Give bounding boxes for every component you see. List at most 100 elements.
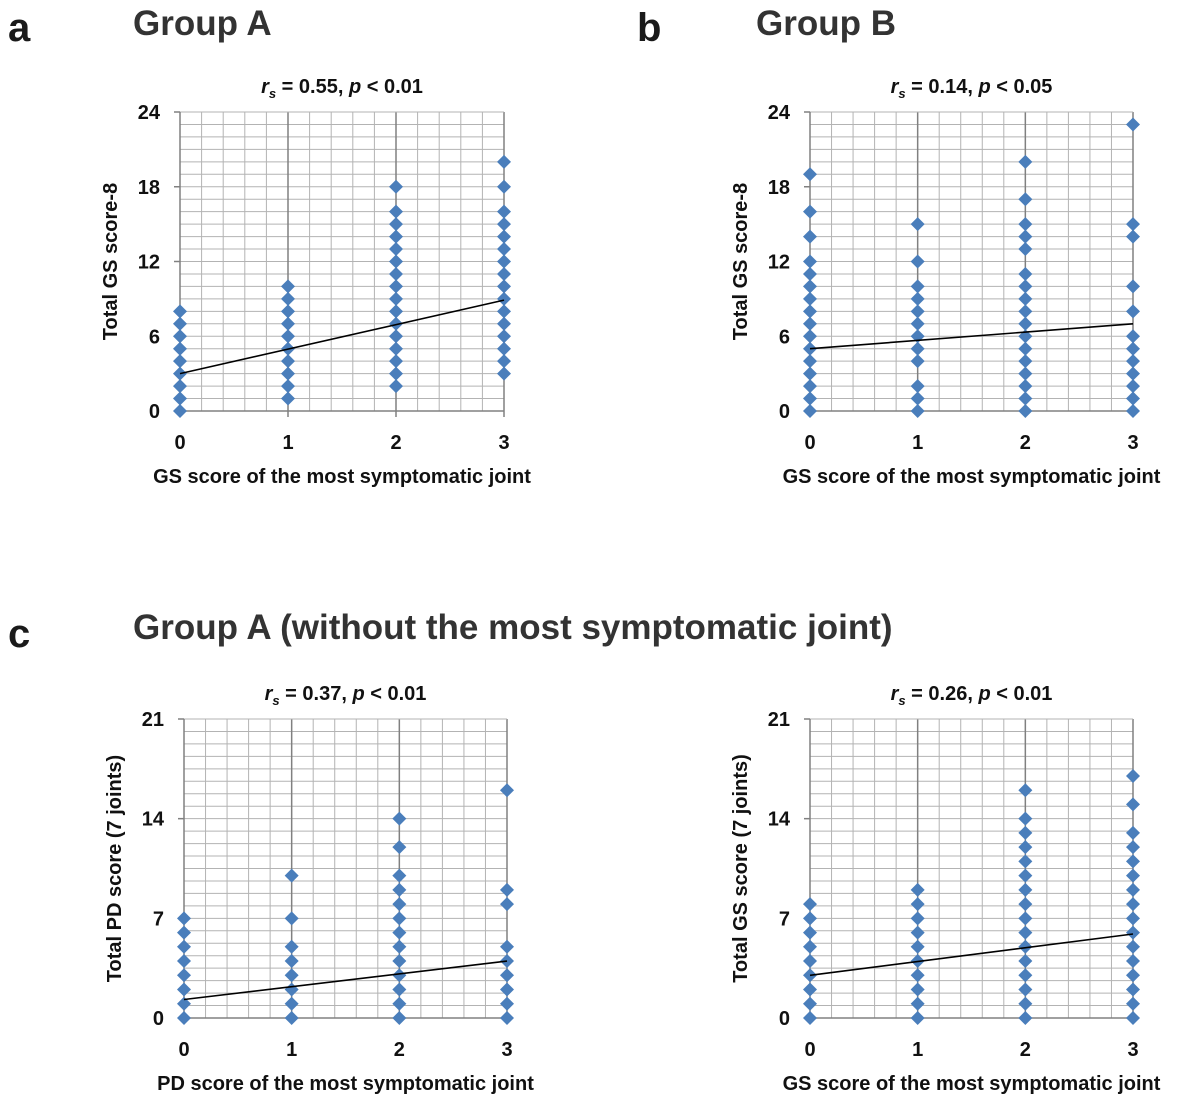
data-point: [910, 996, 925, 1011]
y-axis-label: Total GS score-8: [730, 183, 752, 340]
trend-line: [809, 322, 1134, 350]
data-point: [1126, 304, 1140, 319]
data-point: [1018, 968, 1033, 983]
stat-p-value: < 0.01: [361, 76, 423, 98]
data-point: [177, 954, 191, 969]
data-point: [497, 366, 511, 381]
data-point: [1018, 217, 1033, 232]
data-point: [1126, 925, 1140, 940]
data-point: [910, 291, 925, 306]
data-point: [910, 982, 925, 997]
data-point: [910, 316, 925, 331]
data-point: [284, 911, 299, 926]
data-point: [1018, 811, 1033, 826]
data-point: [803, 204, 817, 219]
data-points: [177, 783, 514, 1025]
data-point: [284, 982, 299, 997]
data-point: [1126, 229, 1140, 244]
data-point: [389, 204, 403, 219]
data-point: [1126, 117, 1140, 132]
data-point: [803, 897, 817, 912]
data-point: [803, 167, 817, 182]
y-tick-label: 0: [149, 401, 160, 423]
y-tick-label: 24: [768, 102, 791, 124]
data-point: [910, 279, 925, 294]
correlation-annotation: rs = 0.37, p < 0.01: [265, 683, 427, 708]
data-point: [1018, 868, 1033, 883]
data-point: [389, 366, 403, 381]
gridlines: [810, 718, 1134, 1018]
data-points: [803, 117, 1140, 418]
x-axis-label: GS score of the most symptomatic joint: [783, 466, 1161, 488]
x-tick-label: 0: [178, 1039, 189, 1061]
y-tick-label: 18: [768, 177, 790, 199]
data-point: [910, 1011, 925, 1025]
data-point: [392, 996, 407, 1011]
data-point: [173, 404, 187, 418]
trend-line: [183, 960, 508, 1001]
data-point: [1126, 354, 1140, 369]
group-c-title: Group A (without the most symptomatic jo…: [133, 608, 893, 647]
data-point: [1018, 825, 1033, 840]
data-point: [389, 254, 403, 269]
data-point: [389, 179, 403, 194]
data-point: [389, 379, 403, 394]
data-point: [177, 982, 191, 997]
y-tick-label: 12: [138, 252, 160, 274]
data-point: [497, 254, 511, 269]
x-tick-label: 1: [912, 432, 923, 454]
data-point: [173, 329, 187, 344]
data-point: [173, 391, 187, 406]
x-tick-label: 3: [498, 432, 509, 454]
stat-subscript: s: [269, 86, 276, 101]
stat-p-value: < 0.05: [991, 76, 1053, 98]
stat-r: r: [265, 683, 274, 705]
gridlines: [810, 111, 1134, 411]
x-tick-label: 3: [1127, 432, 1138, 454]
data-point: [281, 279, 295, 294]
data-point: [1018, 341, 1033, 356]
panel-label-c: c: [8, 612, 31, 656]
data-point: [1126, 954, 1140, 969]
data-point: [1126, 882, 1140, 897]
data-point: [1126, 391, 1140, 406]
data-point: [1018, 279, 1033, 294]
data-point: [173, 304, 187, 319]
data-point: [1018, 366, 1033, 381]
data-point: [500, 783, 514, 798]
stat-p-value: < 0.01: [365, 683, 427, 705]
data-point: [284, 939, 299, 954]
data-point: [910, 217, 925, 232]
data-point: [1018, 379, 1033, 394]
data-point: [497, 304, 511, 319]
y-tick-label: 0: [779, 401, 790, 423]
y-tick-label: 0: [779, 1008, 790, 1030]
data-point: [392, 868, 407, 883]
data-point: [1018, 911, 1033, 926]
x-tick-label: 3: [501, 1039, 512, 1061]
x-tick-label: 2: [1020, 1039, 1031, 1061]
x-tick-label: 2: [394, 1039, 405, 1061]
data-point: [1126, 1011, 1140, 1025]
data-point: [497, 279, 511, 294]
data-point: [1126, 840, 1140, 855]
y-tick-label: 7: [153, 908, 164, 930]
data-point: [1126, 366, 1140, 381]
data-point: [910, 304, 925, 319]
data-point: [1126, 379, 1140, 394]
data-point: [497, 229, 511, 244]
x-tick-label: 0: [804, 1039, 815, 1061]
data-point: [1018, 954, 1033, 969]
data-point: [389, 304, 403, 319]
data-point: [500, 996, 514, 1011]
y-axis-label: Total PD score (7 joints): [104, 755, 126, 982]
trend-line: [809, 933, 1134, 977]
data-point: [1126, 897, 1140, 912]
data-point: [497, 179, 511, 194]
x-tick-label: 0: [174, 432, 185, 454]
data-point: [497, 354, 511, 369]
data-points: [803, 768, 1140, 1025]
